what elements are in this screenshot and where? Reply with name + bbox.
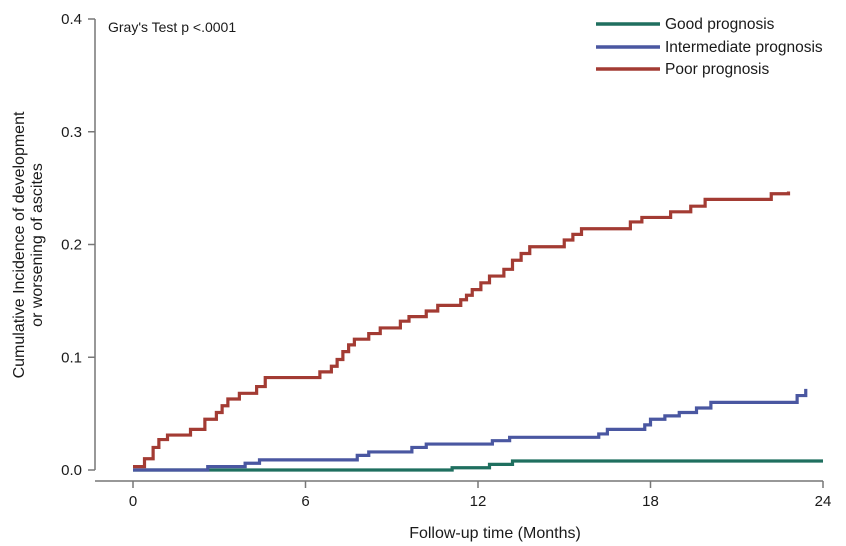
series-line-good-prognosis [133, 459, 823, 472]
y-tick-label: 0.4 [61, 11, 82, 28]
x-tick-label: 0 [129, 493, 137, 510]
x-tick-label: 6 [301, 493, 309, 510]
x-tick-label: 18 [642, 493, 659, 510]
legend-label-good-prognosis: Good prognosis [665, 16, 775, 33]
x-axis-title: Follow-up time (Months) [409, 525, 581, 542]
y-tick-label: 0.1 [61, 349, 82, 366]
series-layer [133, 191, 823, 472]
y-tick-label: 0.3 [61, 124, 82, 141]
chart-labels: Gray's Test p <.0001 Follow-up time (Mon… [11, 19, 581, 542]
x-tick-label: 24 [815, 493, 832, 510]
y-tick-label: 0.2 [61, 237, 82, 254]
legend-label-intermediate-prognosis: Intermediate prognosis [665, 39, 823, 56]
annotation-text: Gray's Test p <.0001 [108, 19, 236, 35]
y-axis-title-line-2: or worsening of ascites [29, 163, 46, 327]
legend: Good prognosis Intermediate prognosis Poor… [596, 16, 823, 78]
series-line-intermediate-prognosis [133, 388, 808, 472]
y-tick-label: 0.0 [61, 462, 82, 479]
x-tick-label: 12 [470, 493, 487, 510]
chart-axes: 0.0 0.1 0.2 0.3 0.4 0 6 12 18 24 [61, 11, 831, 510]
legend-label-poor-prognosis: Poor prognosis [665, 61, 770, 78]
y-axis-title-line-1: Cumulative Incidence of development [11, 111, 28, 378]
series-line-poor-prognosis [133, 191, 791, 469]
